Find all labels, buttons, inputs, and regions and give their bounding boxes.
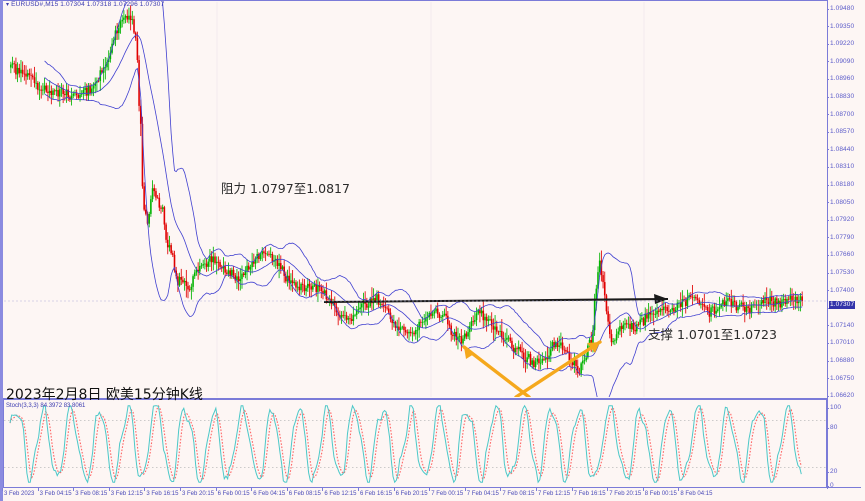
price-tick-1-08440: 1.08440 (826, 145, 855, 153)
price-tick-1-09090: 1.09090 (826, 57, 855, 65)
time-tick-15: 7 Feb 12:15 (535, 488, 571, 497)
bollinger-upper-band (44, 2, 803, 349)
time-tick-9: 6 Feb 12:15 (322, 488, 357, 497)
price-tick-1-06880: 1.06880 (826, 357, 855, 364)
stoch-main-line (9, 404, 802, 484)
price-tick-1-06620: 1.06620 (826, 392, 855, 400)
price-tick-1-07660: 1.07660 (826, 251, 855, 259)
time-tick-13: 7 Feb 04:15 (464, 488, 499, 497)
chart-top-border (3, 0, 827, 1)
main-subchart-divider (3, 398, 827, 400)
time-tick-7: 6 Feb 04:15 (251, 488, 286, 497)
time-tick-6: 6 Feb 00:15 (215, 488, 250, 497)
price-tick-1-07010: 1.07010 (826, 339, 855, 347)
support-annotation: 支撑 1.0701至1.0723 (648, 327, 777, 342)
time-tick-19: 8 Feb 04:15 (678, 488, 713, 497)
orange-down-trendline (462, 345, 531, 397)
time-tick-8: 6 Feb 08:15 (286, 488, 321, 497)
price-tick-1-08570: 1.08570 (826, 128, 855, 136)
chevron-down-icon[interactable]: ▾ (6, 2, 10, 8)
time-tick-17: 7 Feb 20:15 (607, 488, 642, 497)
price-tick-1-07400: 1.07400 (826, 286, 855, 294)
candlestick-series (10, 5, 803, 378)
orange-trend-channel[interactable] (462, 340, 602, 397)
subchart-frame (3, 399, 827, 487)
chart-caption: 2023年2月8日 欧美15分钟K线 (6, 387, 203, 403)
time-axis-divider (3, 487, 861, 488)
time-tick-2: 3 Feb 08:15 (73, 488, 108, 497)
orange-arrow-head (587, 342, 600, 353)
window-left-border (0, 0, 3, 501)
resistance-annotation: 阻力 1.0797至1.0817 (221, 181, 350, 196)
bollinger-middle-band (44, 34, 803, 359)
time-tick-4: 3 Feb 16:15 (144, 488, 179, 497)
price-tick-1-08960: 1.08960 (826, 75, 855, 83)
stoch-signal-line (9, 404, 802, 482)
price-tick-1-07140: 1.07140 (826, 321, 855, 329)
stoch-level-80: 80 (826, 424, 838, 431)
time-tick-3: 3 Feb 12:15 (108, 488, 143, 497)
time-tick-10: 6 Feb 16:15 (357, 488, 393, 497)
symbol-quote-text: EURUSD#,M15 1.07304 1.07318 1.07296 1.07… (11, 1, 165, 8)
price-tick-1-09220: 1.09220 (826, 40, 855, 48)
price-tick-1-08050: 1.08050 (826, 198, 855, 206)
orange-arrow-head-left (464, 347, 474, 359)
time-tick-14: 7 Feb 08:15 (500, 488, 535, 497)
bollinger-lower-band (44, 67, 803, 397)
price-tick-1-09350: 1.09350 (826, 22, 855, 30)
stochastic-svg (4, 404, 827, 484)
price-tick-1-06750: 1.06750 (826, 374, 855, 382)
time-tick-18: 8 Feb 00:15 (642, 488, 677, 497)
price-tick-1-09480: 1.09480 (826, 5, 855, 12)
price-tick-1-08310: 1.08310 (826, 163, 855, 171)
price-tick-1-08180: 1.08180 (826, 181, 855, 188)
price-tick-1-07790: 1.07790 (826, 233, 855, 241)
price-axis[interactable]: 1.09480 1.09350 1.09220 1.09090 1.08960 1.088… (826, 0, 865, 489)
stoch-level-100: 100 (826, 404, 842, 411)
time-axis[interactable]: 3 Feb 2023 3 Feb 04:15 3 Feb 08:15 3 Feb 12… (0, 488, 865, 501)
price-axis-border (827, 0, 828, 489)
stoch-level-0: 0 (827, 482, 834, 489)
price-tick-1-08700: 1.08700 (826, 110, 855, 118)
current-price-label: 1.07307 (829, 301, 856, 309)
time-tick-5: 3 Feb 20:15 (179, 488, 215, 497)
time-tick-12: 7 Feb 00:15 (429, 488, 464, 497)
price-tick-1-07530: 1.07530 (826, 269, 855, 276)
price-chart-svg (4, 2, 827, 397)
time-tick-11: 6 Feb 20:15 (393, 488, 428, 497)
time-tick-1: 3 Feb 04:15 (37, 488, 72, 497)
stoch-level-20: 20 (826, 468, 838, 475)
day-separators (216, 2, 645, 397)
horizontal-trendline[interactable] (323, 294, 669, 304)
orange-up-trendline (514, 340, 602, 397)
price-chart-plot[interactable] (4, 2, 827, 397)
symbol-quote-header: ▾ EURUSD#,M15 1.07304 1.07318 1.07296 1.0… (6, 1, 164, 8)
trendline-arrow-head (654, 294, 668, 304)
price-tick-1-08830: 1.08830 (826, 93, 855, 100)
bollinger-bands (44, 2, 803, 397)
stochastic-header: Stoch(3,3,3) 84.3972 83.8061 (6, 403, 86, 409)
time-tick-16: 7 Feb 16:15 (571, 488, 606, 497)
price-tick-1-07920: 1.07920 (826, 216, 855, 224)
time-tick-0: 3 Feb 2023 (1, 488, 35, 497)
stochastic-indicator-plot[interactable] (4, 401, 827, 486)
